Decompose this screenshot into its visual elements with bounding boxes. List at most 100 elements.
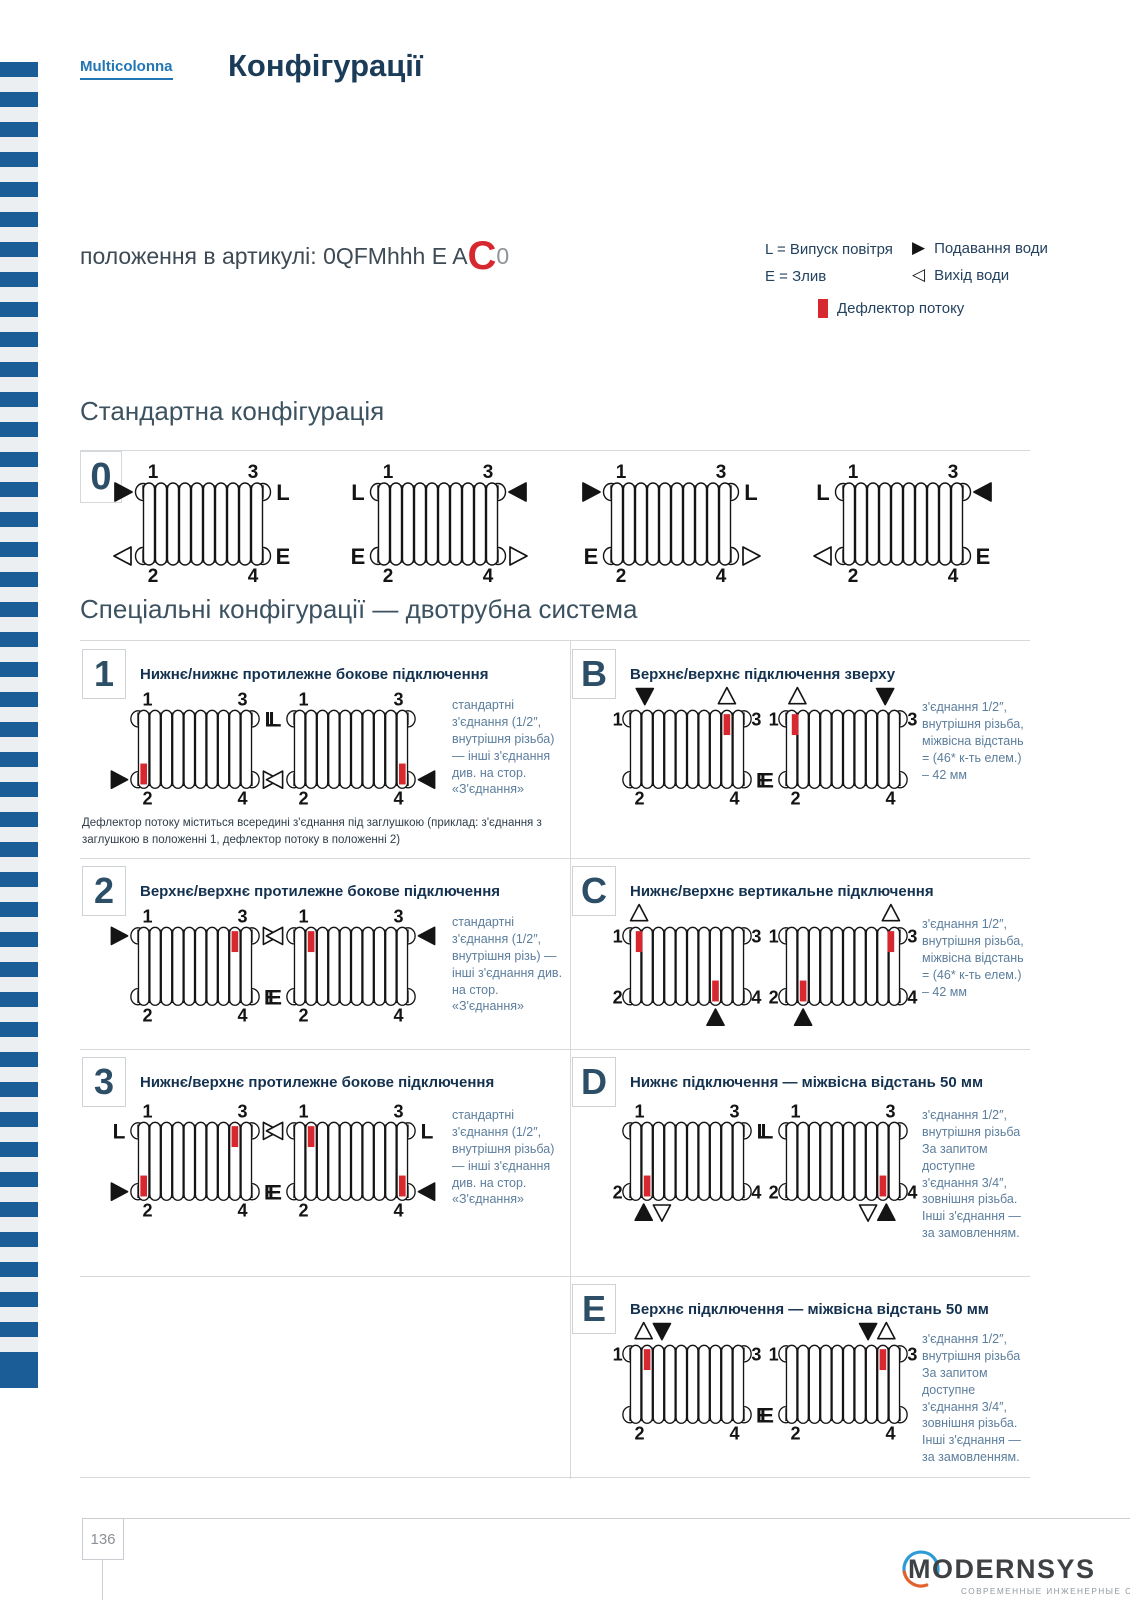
page-title: Конфігурації: [228, 48, 423, 83]
svg-text:E: E: [756, 769, 770, 792]
svg-text:2: 2: [142, 788, 152, 808]
svg-text:E: E: [760, 1404, 774, 1427]
svg-text:1: 1: [634, 1102, 644, 1122]
svg-text:1: 1: [148, 462, 159, 483]
svg-text:2: 2: [298, 788, 308, 808]
svg-text:2: 2: [634, 788, 644, 808]
svg-text:E: E: [276, 544, 291, 569]
svg-text:1: 1: [769, 1345, 779, 1365]
config-cell-note: з'єднання 1/2″, внутрішня різьба, міжвіс…: [922, 917, 1024, 999]
svg-text:2: 2: [142, 1005, 152, 1025]
svg-text:2: 2: [298, 1200, 308, 1220]
column-divider: [570, 641, 571, 1479]
svg-text:E: E: [268, 1181, 282, 1204]
config-cell-letter: 2: [82, 866, 126, 916]
outlet-triangle-icon: ◁: [912, 265, 926, 285]
modernsys-logo: MODERNSYS СОВРЕМЕННЫЕ ИНЖЕНЕРНЫЕ СИСТЕМЫ: [898, 1548, 1130, 1598]
svg-text:3: 3: [907, 927, 917, 947]
svg-text:2: 2: [616, 566, 627, 587]
legend-drain: E = Злив: [765, 268, 826, 285]
svg-text:1: 1: [298, 907, 308, 927]
svg-text:L: L: [276, 480, 289, 505]
legend-air-vent: L = Випуск повітря: [765, 241, 893, 258]
config-cell-E: E Верхнє підключення — міжвісна відстань…: [570, 1276, 1030, 1479]
svg-text:3: 3: [237, 690, 247, 710]
decorative-stripes: [0, 62, 38, 1358]
svg-text:3: 3: [483, 462, 494, 483]
special-section-title: Спеціальні конфігурації — двотрубна сист…: [80, 594, 638, 624]
svg-text:3: 3: [237, 1102, 247, 1122]
svg-text:4: 4: [248, 566, 259, 587]
svg-text:2: 2: [613, 1182, 623, 1202]
svg-text:E: E: [760, 769, 774, 792]
footer-tick: [102, 1560, 103, 1600]
svg-text:3: 3: [885, 1102, 895, 1122]
svg-text:4: 4: [393, 1200, 403, 1220]
svg-text:3: 3: [729, 1102, 739, 1122]
config-cell-title: Нижнє підключення — міжвісна відстань 50…: [630, 1074, 984, 1091]
legend-outlet: ◁ Вихід води: [912, 265, 1009, 285]
svg-text:2: 2: [848, 566, 859, 587]
svg-text:2: 2: [634, 1423, 644, 1443]
svg-text:L: L: [265, 709, 278, 732]
config-cell-note: з'єднання 1/2″, внутрішня різьба, міжвіс…: [922, 700, 1024, 782]
svg-text:3: 3: [393, 1102, 403, 1122]
configurations-table: 1 Нижнє/нижнє протилежне бокове підключе…: [80, 640, 1030, 1479]
legend-drain-label: E = Злив: [765, 268, 827, 285]
config-cell-1: 1 Нижнє/нижнє протилежне бокове підключе…: [80, 641, 570, 858]
decorative-stripe-end: [0, 1358, 38, 1388]
svg-text:1: 1: [383, 462, 394, 483]
footer-divider: [124, 1518, 1130, 1519]
svg-text:4: 4: [907, 1182, 917, 1202]
svg-text:4: 4: [237, 788, 247, 808]
config-cell-note: стандартні з'єднання (1/2″, внутрішня рі…: [452, 1108, 555, 1207]
svg-text:1: 1: [142, 1102, 152, 1122]
radiator-diagram: 1 3 2 4 L E: [256, 1091, 446, 1224]
article-code-line: положення в артикулі: 0QFMhhh E AC0: [80, 236, 510, 276]
config-cell-title: Верхнє/верхнє протилежне бокове підключе…: [140, 883, 500, 900]
svg-text:E: E: [264, 986, 278, 1009]
radiator-diagram: 1 3 2 4 L E: [100, 1091, 290, 1224]
svg-text:1: 1: [298, 690, 308, 710]
svg-text:3: 3: [907, 710, 917, 730]
svg-text:4: 4: [751, 987, 761, 1007]
config-cell-letter: E: [572, 1284, 616, 1334]
config-cell-2: 2 Верхнє/верхнє протилежне бокове підклю…: [80, 858, 570, 1049]
svg-text:4: 4: [716, 566, 727, 587]
logo-text: MODERNSYS: [908, 1554, 1096, 1584]
brand-label: Multicolonna: [80, 58, 173, 80]
legend-deflector: Дефлектор потоку: [818, 299, 964, 318]
standard-section-title: Стандартна конфігурація: [80, 396, 385, 426]
config-cell-note: з'єднання 1/2″, внутрішня різьба За запи…: [922, 1332, 1021, 1465]
svg-text:2: 2: [790, 1423, 800, 1443]
row-divider: [80, 1276, 1030, 1277]
radiator-diagram: 1 3 2 4 L E: [803, 450, 1003, 590]
svg-text:2: 2: [790, 788, 800, 808]
svg-text:3: 3: [248, 462, 259, 483]
legend-deflector-label: Дефлектор потоку: [837, 300, 965, 317]
svg-text:2: 2: [769, 987, 779, 1007]
svg-text:1: 1: [613, 927, 623, 947]
article-suffix: 0: [496, 243, 510, 269]
svg-text:1: 1: [613, 1345, 623, 1365]
svg-text:E: E: [756, 1404, 770, 1427]
config-cell-title: Верхнє підключення — міжвісна відстань 5…: [630, 1301, 989, 1318]
svg-text:3: 3: [751, 710, 761, 730]
svg-text:E: E: [584, 544, 599, 569]
svg-text:E: E: [351, 544, 366, 569]
row-divider: [80, 858, 1030, 859]
svg-text:L: L: [761, 1121, 774, 1144]
svg-text:4: 4: [237, 1005, 247, 1025]
config-cell-note: стандартні з'єднання (1/2″, внутрішня рі…: [452, 698, 555, 797]
radiator-diagram: 1 3 2 4 L E: [571, 450, 771, 590]
config-cell-title: Верхнє/верхнє підключення зверху: [630, 666, 896, 683]
article-prefix: положення в артикулі: 0QFMhhh E A: [80, 243, 468, 269]
svg-text:2: 2: [613, 987, 623, 1007]
logo-tagline: СОВРЕМЕННЫЕ ИНЖЕНЕРНЫЕ СИСТЕМЫ: [961, 1586, 1130, 1596]
